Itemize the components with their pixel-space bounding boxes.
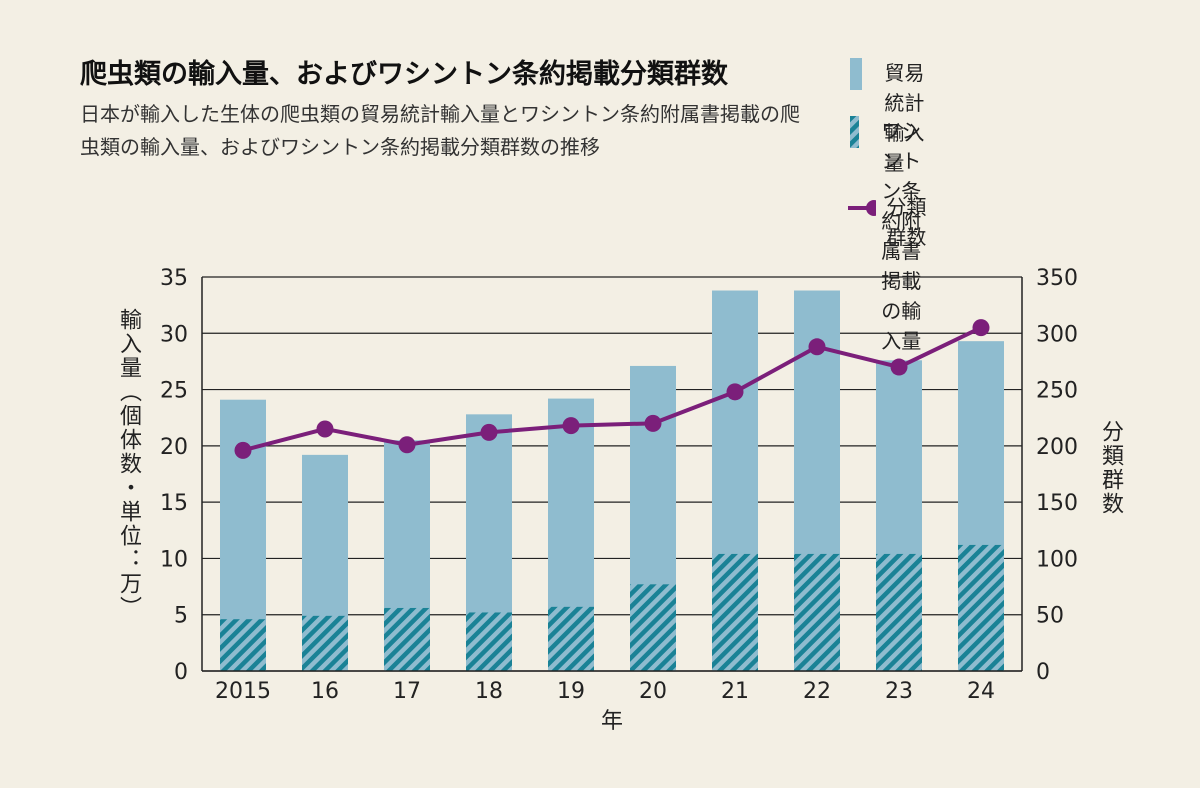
bar-cites [958,544,1004,671]
taxa-point [398,436,416,454]
x-axis-label: 年 [601,709,623,734]
y-tick-label-right: 150 [1036,491,1078,516]
taxa-polyline [242,325,982,453]
y-axis-label-left: 輸入量（個体数・単位：万） [116,308,141,620]
x-tick-label: 24 [967,679,995,704]
bar-cites [466,612,512,671]
bar-cites [630,584,676,671]
chart-title: 爬虫類の輸入量、およびワシントン条約掲載分類群数 [80,59,728,90]
x-tick-label: 21 [721,679,749,704]
legend-item-taxa: 分類群数 [848,192,930,252]
y-tick-label-left: 0 [174,660,188,685]
taxa-point [726,383,744,401]
y-tick-label-right: 250 [1036,379,1078,404]
y-tick-label-right: 0 [1036,660,1050,685]
y-tick-label-left: 10 [160,547,188,572]
taxa-line [234,319,990,459]
legend-label-trade: 貿易統計輸入量 [884,61,925,175]
x-tick-label: 22 [803,679,831,704]
taxa-point [890,358,908,376]
bar-cites [712,553,758,671]
legend-item-trade: 貿易統計輸入量 [850,58,930,178]
x-tick-label: 16 [311,679,339,704]
y-tick-label-right: 350 [1036,266,1078,291]
taxa-point [480,423,498,441]
taxa-point [316,420,334,438]
y-tick-label-left: 35 [160,266,188,291]
y-axis-label-right: 分類群数 [1098,420,1123,516]
legend-label-taxa: 分類群数 [886,195,927,249]
bars [220,290,1004,671]
y-tick-label-left: 30 [160,322,188,347]
legend-swatch-taxa [848,200,877,216]
y-tick-label-right: 300 [1036,322,1078,347]
taxa-point [234,441,252,459]
x-tick-label: 2015 [215,679,271,704]
taxa-point [644,414,662,432]
x-tick-label: 23 [885,679,913,704]
bar-cites [384,607,430,671]
legend-swatch-trade [850,58,863,90]
bar-cites [876,553,922,671]
chart-subtitle: 日本が輸入した生体の爬虫類の貿易統計輸入量とワシントン条約附属書掲載の爬虫類の輸… [80,102,800,159]
y-tick-label-left: 25 [160,379,188,404]
x-tick-label: 17 [393,679,421,704]
x-tick-label: 19 [557,679,585,704]
bar-cites [794,553,840,671]
y-tick-label-left: 15 [160,491,188,516]
x-tick-label: 18 [475,679,503,704]
legend-swatch-cites [850,116,860,148]
bar-cites [548,606,594,671]
y-tick-label-left: 5 [174,604,188,629]
taxa-point [562,417,580,435]
taxa-point [972,319,990,337]
y-tick-label-right: 50 [1036,604,1064,629]
x-tick-label: 20 [639,679,667,704]
y-tick-label-right: 100 [1036,547,1078,572]
y-tick-label-right: 200 [1036,435,1078,460]
y-tick-label-left: 20 [160,435,188,460]
taxa-point [808,338,826,356]
bar-cites [302,615,348,671]
bar-cites [220,619,266,671]
